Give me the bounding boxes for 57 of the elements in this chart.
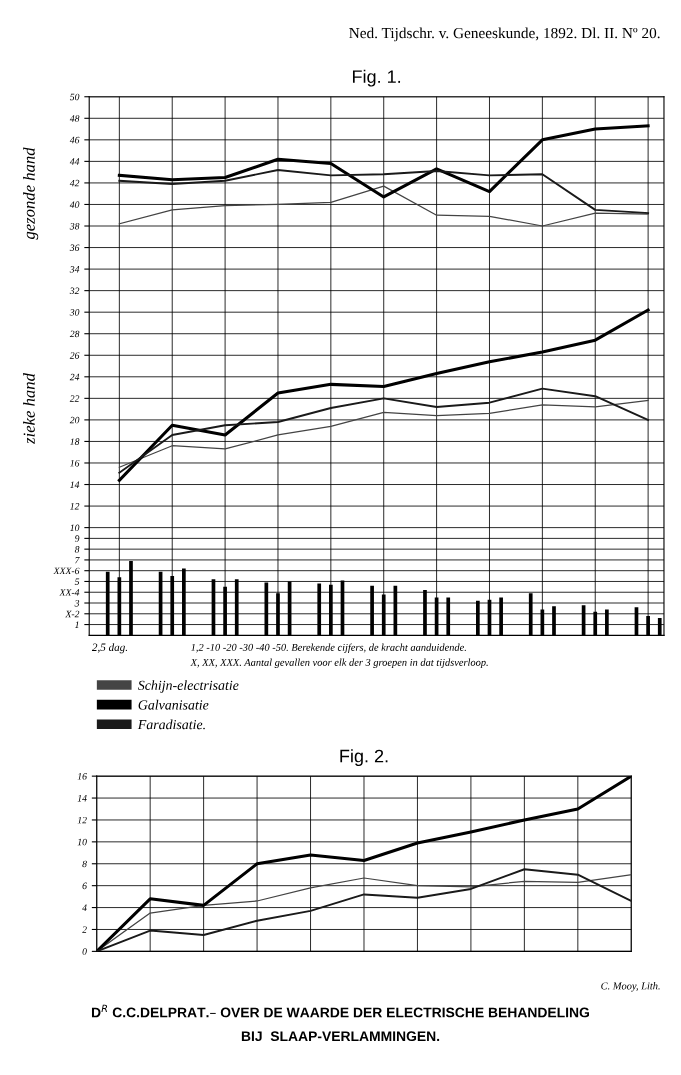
text: 1,2 -10 -20 -30 -40 -50. Berekende cijfers, de kracht aanduidende. xyxy=(191,643,466,653)
legend-label: Galvanisatie xyxy=(138,699,209,710)
text: D$^{R}$ C.C.DELPRAT.– OVER DE WAARDE DER ELECTRISCHE BEHANDELING xyxy=(91,1004,589,1018)
line-series xyxy=(118,387,650,474)
y-tick-label: 8 xyxy=(82,860,87,868)
y-tick-label: XX-4 xyxy=(59,589,80,596)
text: 2,5 dag. xyxy=(91,643,128,654)
y-tick-label: 2 xyxy=(82,926,87,933)
y-tick-label: 12 xyxy=(70,503,80,510)
y-tick-label: 48 xyxy=(69,115,80,122)
line-series xyxy=(118,185,649,227)
y-tick-label: 30 xyxy=(69,309,80,316)
y-tick-label: 0 xyxy=(82,948,87,955)
y-tick-label: 5 xyxy=(74,578,80,585)
y-tick-label: 36 xyxy=(69,244,80,252)
y-tick-label: 7 xyxy=(75,556,80,564)
y-tick-label: 26 xyxy=(69,352,80,359)
legend-label: Schijn-electrisatie xyxy=(137,680,239,693)
text: Ned. Tijdschr. v. Geneeskunde, 1892. Dl. II. Nº 20. xyxy=(349,27,660,42)
y-tick-label: X-2 xyxy=(65,610,80,618)
y-tick-label: 10 xyxy=(77,838,87,846)
y-tick-label: 8 xyxy=(74,546,80,553)
y-tick-label: 9 xyxy=(74,535,80,542)
y-tick-label: 20 xyxy=(69,416,80,424)
text: X, XX, XXX. Aantal gevallen voor elk der 3 groepen in dat tijdsverloop. xyxy=(190,658,488,668)
y-tick-label: 22 xyxy=(69,395,80,402)
y-tick-label: 4 xyxy=(82,904,87,911)
y-tick-label: 1 xyxy=(74,621,79,628)
y-tick-label: 28 xyxy=(69,330,80,338)
y-tick-label: 16 xyxy=(77,773,87,780)
chart-title: Fig. 2. xyxy=(340,749,388,767)
y-tick-label: 46 xyxy=(69,136,80,144)
y-tick-label: 3 xyxy=(74,599,80,607)
y-tick-label: 40 xyxy=(69,201,80,208)
y-tick-label: 42 xyxy=(69,179,80,187)
y-tick-label: 10 xyxy=(70,524,80,532)
text: zieke hand xyxy=(23,373,35,445)
y-tick-label: 12 xyxy=(77,816,87,824)
y-tick-label: 24 xyxy=(69,373,80,381)
line-series xyxy=(118,169,650,215)
y-tick-label: 14 xyxy=(77,795,87,802)
y-tick-label: 44 xyxy=(69,158,80,165)
line-series xyxy=(118,399,649,468)
y-tick-label: XXX-6 xyxy=(53,567,80,575)
text: BIJ SLAAP-VERLAMMINGEN. xyxy=(241,1031,440,1042)
y-tick-label: 6 xyxy=(82,882,87,890)
text: C. Mooy, Lith. xyxy=(601,982,660,992)
y-tick-label: 34 xyxy=(69,266,80,273)
y-tick-label: 50 xyxy=(69,93,80,101)
chart-title: Fig. 1. xyxy=(352,69,401,87)
y-tick-label: 18 xyxy=(70,438,80,445)
y-tick-label: 16 xyxy=(70,459,80,467)
y-tick-label: 38 xyxy=(69,222,80,230)
y-tick-label: 14 xyxy=(70,481,80,488)
text: gezonde hand xyxy=(23,147,39,240)
y-tick-label: 32 xyxy=(69,287,80,295)
legend-label: Faradisatie. xyxy=(137,719,205,730)
